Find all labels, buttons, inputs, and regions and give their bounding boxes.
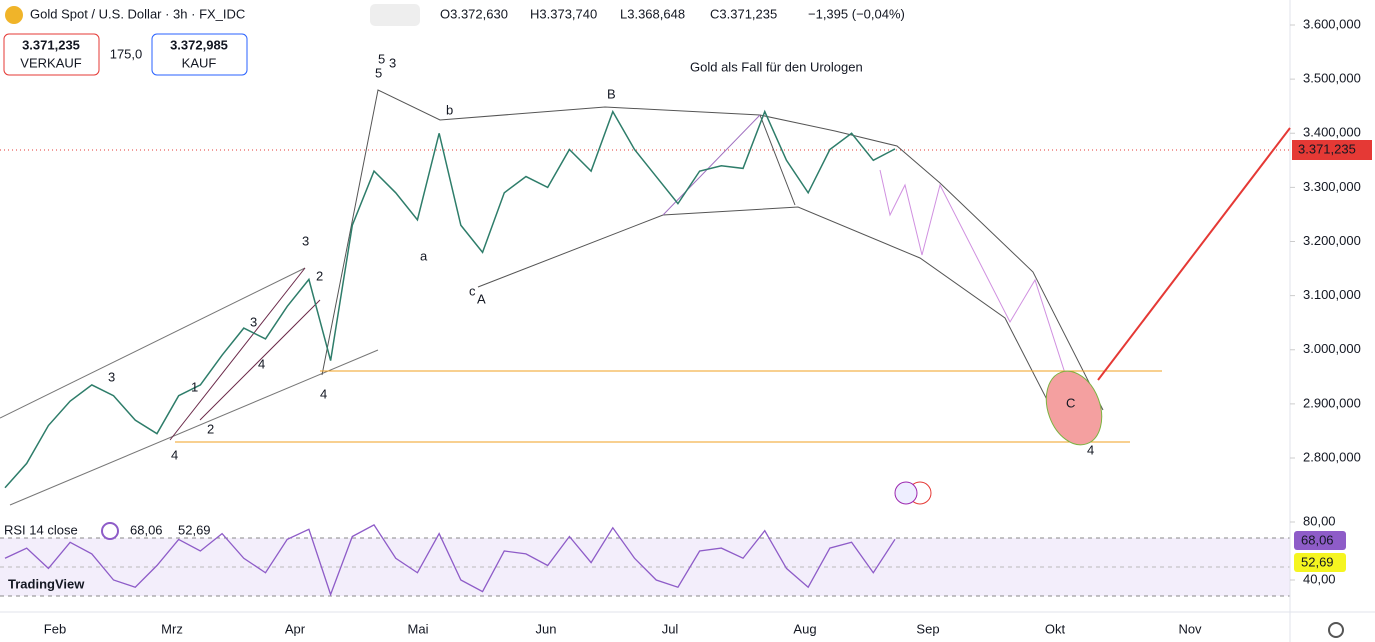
x-tick-label: Feb [44,621,66,636]
ohlc-low: L3.368,648 [620,6,685,21]
settings-icon[interactable] [1328,622,1344,638]
buy-price: 3.372,985 [170,37,228,52]
x-tick-label: Aug [793,621,816,636]
rsi-legend-ma: 52,69 [178,522,211,537]
wave-label: b [446,102,453,117]
wave-label: 4 [171,447,178,462]
wave-label: 4 [320,386,327,401]
rsi-tag-value: 68,06 [1301,532,1334,547]
wave-label: 4 [258,356,265,371]
x-tick-label: Nov [1178,621,1202,636]
rsi-title: RSI 14 close [4,522,78,537]
drawings [0,89,1291,506]
wave-label: 4 [1087,442,1094,457]
wave-label: 3 [302,233,309,248]
rsi-tick-label: 40,00 [1303,571,1336,586]
wave-label: 3 [108,369,115,384]
x-tick-label: Jun [536,621,557,636]
sell-price: 3.371,235 [22,37,80,52]
logo: TradingView [8,576,85,591]
symbol-title: Gold Spot / U.S. Dollar · 3h · FX_IDC [30,6,245,21]
sell-button[interactable] [3,33,100,76]
wave-label: B [607,86,616,101]
wave-label: 3 [389,55,396,70]
y-tick-label: 3.100,000 [1303,287,1361,302]
x-tick-label: Apr [285,621,306,636]
toggle[interactable] [370,4,420,26]
y-tick-label: 2.900,000 [1303,395,1361,410]
ohlc-change: −1,395 (−0,04%) [808,6,905,21]
rsi-ma-value: 52,69 [1301,554,1334,569]
x-tick-label: Sep [916,621,939,636]
rsi-legend-value: 68,06 [130,522,163,537]
wave-label: 2 [207,421,214,436]
wave-label: 5 [375,65,382,80]
rsi-tick-label: 80,00 [1303,513,1336,528]
x-tick-label: Mai [408,621,429,636]
sell-label: VERKAUF [20,55,81,70]
buy-label: KAUF [182,55,217,70]
wave-label: 3 [250,314,257,329]
x-tick-label: Okt [1045,621,1066,636]
current-price-tag [1292,140,1372,160]
y-tick-label: 3.300,000 [1303,179,1361,194]
symbol-icon [5,6,23,24]
x-tick-label: Jul [662,621,679,636]
wave-labels: 5 3 5 b a c A B C 4 3 4 2 1 3 4 3 2 4 [108,51,1094,462]
wave-label: C [1066,395,1075,410]
y-tick-label: 3.400,000 [1303,125,1361,140]
current-price: 3.371,235 [1298,141,1356,156]
y-tick-label: 3.000,000 [1303,341,1361,356]
annotation: Gold als Fall für den Urologen [690,59,863,74]
y-tick-label: 3.500,000 [1303,71,1361,86]
wave-label: 2 [316,268,323,283]
ohlc-open: O3.372,630 [440,6,508,21]
buy-button[interactable] [151,33,248,76]
wave-label: c [469,283,476,298]
wave-label: a [420,248,428,263]
rsi-settings[interactable] [101,522,119,540]
x-tick-label: Mrz [161,621,183,636]
wave-label: 5 [378,51,385,66]
wave-label: 1 [191,379,198,394]
ohlc-close: C3.371,235 [710,6,777,21]
ohlc-high: H3.373,740 [530,6,597,21]
y-tick-label: 3.200,000 [1303,233,1361,248]
rsi-line [4,524,896,597]
rsi-tag [1294,531,1346,550]
y-tick-label: 2.800,000 [1303,449,1361,464]
spread: 175,0 [110,46,143,61]
rsi-ma-tag [1294,553,1346,572]
event-icon[interactable] [894,481,932,505]
y-tick-label: 3.600,000 [1303,16,1361,31]
price-line [4,109,896,489]
wave-label: A [477,291,486,306]
